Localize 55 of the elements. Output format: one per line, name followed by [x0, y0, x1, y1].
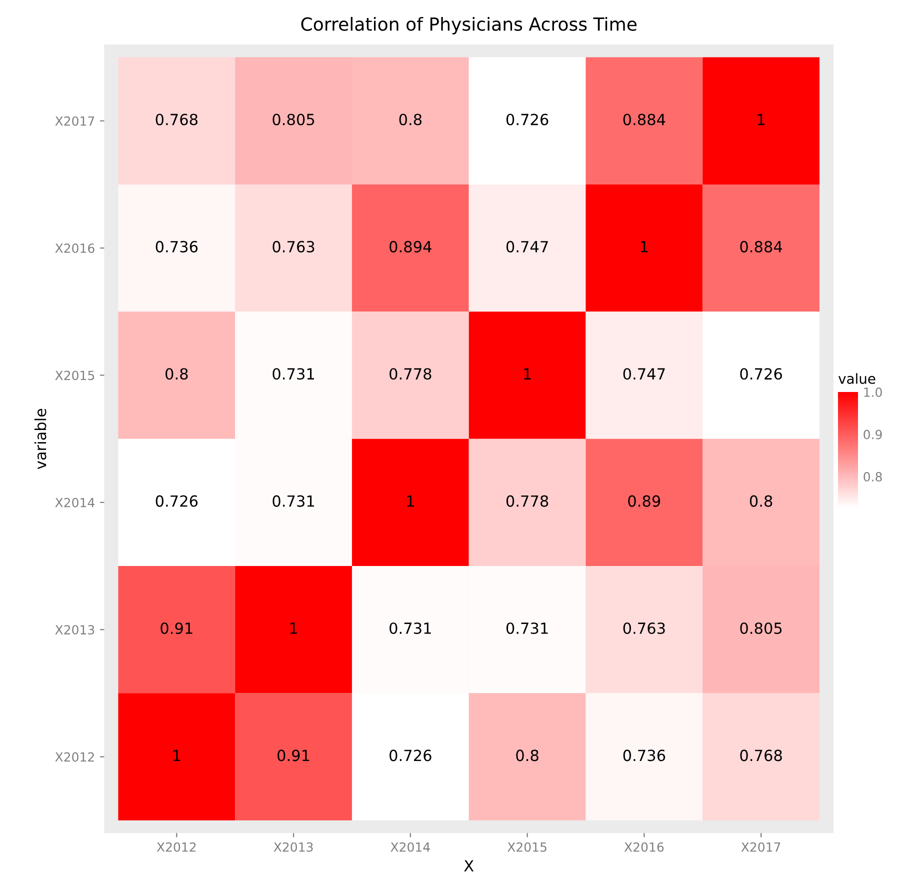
data-label: 1	[524, 368, 531, 380]
color-bar-label: 0.9	[864, 430, 882, 440]
data-label: 0.736	[623, 750, 666, 762]
data-label: 0.731	[272, 368, 314, 380]
data-label: 1	[173, 750, 180, 761]
data-label: 0.805	[272, 114, 314, 126]
data-label: 0.778	[506, 495, 548, 507]
data-label: 0.747	[506, 240, 548, 252]
data-label: 0.763	[272, 240, 314, 252]
data-label: 0.89	[628, 495, 660, 507]
y-tick-label: X2014	[55, 498, 94, 508]
color-bar-title: value	[838, 373, 876, 384]
y-axis-title: variable	[34, 408, 46, 470]
y-tick-label: X2013	[55, 625, 94, 635]
data-label: 1	[640, 241, 648, 252]
color-bar-label: 1.0	[864, 388, 882, 397]
data-label: 0.91	[278, 750, 310, 762]
x-tick-label: X2015	[507, 842, 546, 852]
data-label: 0.884	[740, 240, 782, 252]
data-label: 0.778	[390, 368, 432, 380]
data-label: 0.8	[516, 750, 538, 762]
y-tick-label: X2016	[55, 244, 94, 253]
color-bar-label: 0.8	[864, 472, 882, 482]
data-label: 0.894	[390, 240, 432, 252]
data-label: 0.747	[623, 368, 665, 380]
data-label: 0.768	[740, 750, 782, 762]
data-label: 1	[758, 114, 765, 126]
x-tick-label: X2016	[624, 842, 664, 852]
data-label: 0.805	[740, 622, 782, 634]
data-label: 0.763	[623, 622, 665, 634]
x-tick-label: X2014	[390, 842, 430, 852]
x-axis-title: X	[464, 860, 474, 872]
data-label: 0.736	[156, 240, 198, 252]
x-tick-label: X2013	[274, 842, 313, 852]
data-label: 0.726	[506, 114, 548, 126]
data-label: 0.91	[160, 622, 192, 634]
data-label: 0.726	[156, 495, 198, 507]
x-tick-label: X2017	[741, 842, 780, 852]
data-label: 0.726	[740, 368, 782, 380]
data-label: 1	[407, 495, 414, 507]
data-label: 0.731	[272, 495, 314, 507]
y-tick-label: X2015	[55, 370, 94, 380]
y-tick-label: X2012	[55, 752, 94, 762]
data-label: 0.8	[750, 495, 772, 507]
y-tick-label: X2017	[55, 116, 94, 126]
data-label: 0.731	[390, 622, 431, 634]
data-label: 0.8	[166, 368, 188, 380]
data-label: 1	[290, 622, 297, 634]
x-tick-label: X2012	[156, 842, 196, 852]
data-label: 0.768	[156, 114, 198, 126]
data-label: 0.884	[623, 114, 666, 126]
data-label: 0.726	[390, 750, 432, 762]
data-label: 0.8	[399, 114, 422, 126]
data-label: 0.731	[506, 622, 548, 634]
chart-title: Correlation of Physicians Across Time	[301, 16, 637, 34]
